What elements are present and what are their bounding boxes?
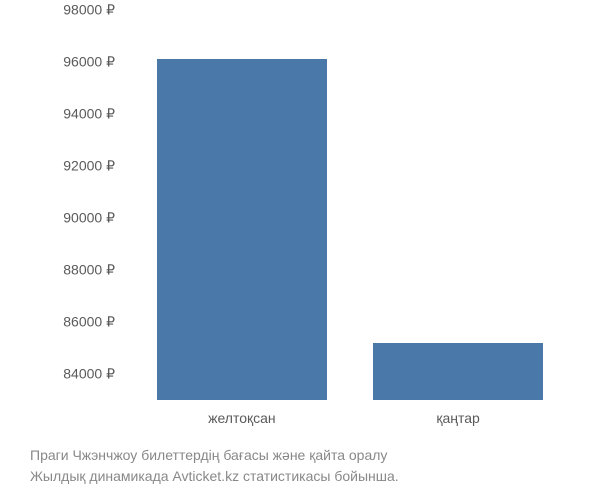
bar [373,343,543,400]
x-axis: желтоқсан қаңтар [120,405,580,435]
y-tick-label: 86000 ₽ [63,314,115,331]
y-tick-label: 92000 ₽ [63,158,115,175]
y-tick-label: 96000 ₽ [63,54,115,71]
caption-line-2: Жылдық динамикада Avticket.kz статистика… [30,466,590,487]
x-tick-label: желтоқсан [208,410,276,426]
price-chart: 84000 ₽ 86000 ₽ 88000 ₽ 90000 ₽ 92000 ₽ 94000… [30,10,580,430]
bar [157,59,327,400]
y-tick-label: 98000 ₽ [63,2,115,19]
plot-area [120,10,580,400]
x-tick-label: қаңтар [436,410,479,426]
caption-line-1: Праги Чжэнчжоу билеттердің бағасы және қ… [30,445,590,466]
y-tick-label: 94000 ₽ [63,106,115,123]
y-tick-label: 84000 ₽ [63,366,115,383]
y-axis: 84000 ₽ 86000 ₽ 88000 ₽ 90000 ₽ 92000 ₽ 94000… [30,10,115,400]
y-tick-label: 88000 ₽ [63,262,115,279]
y-tick-label: 90000 ₽ [63,210,115,227]
chart-caption: Праги Чжэнчжоу билеттердің бағасы және қ… [30,445,590,487]
